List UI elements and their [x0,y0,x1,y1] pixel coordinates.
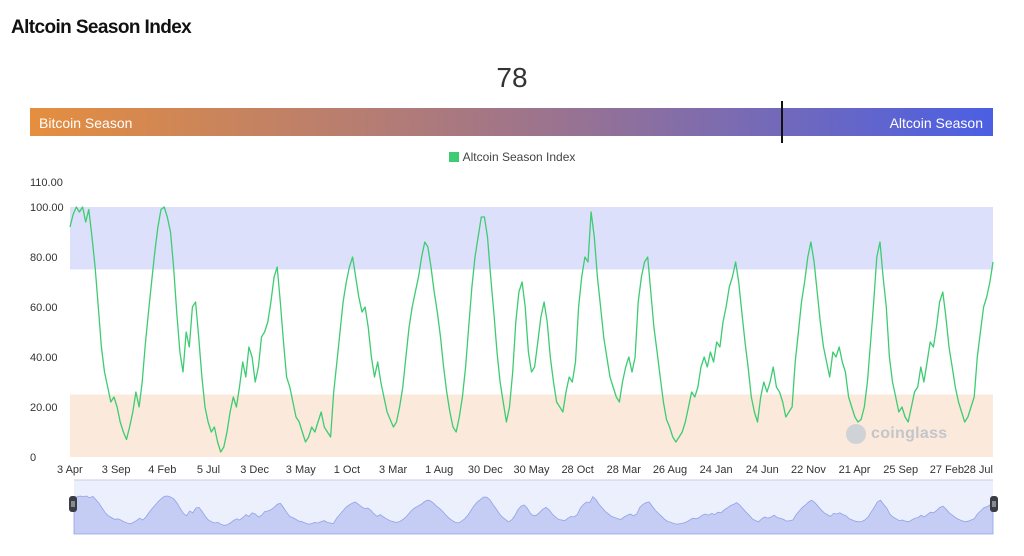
x-tick-label: 1 Oct [334,464,360,476]
y-tick-label: 110.00 [30,177,63,189]
index-position-marker [781,101,783,143]
y-tick-label: 40.00 [30,352,58,364]
x-tick-label: 24 Jan [700,464,733,476]
page-title: Altcoin Season Index [11,17,192,38]
navigator-right-handle[interactable] [990,496,998,512]
navigator-series-area [73,495,994,535]
x-tick-label: 28 Oct [561,464,593,476]
zone-band-0 [70,207,993,270]
x-tick-label: 28 Jul [964,464,993,476]
y-tick-label: 80.00 [30,252,58,264]
y-tick-label: 100.00 [30,202,64,214]
coinglass-logo-icon [846,424,866,444]
line-chart[interactable]: 110.00 100.00 80.00 60.00 40.00 20.00 0 3 Apr 3 … [0,170,1024,476]
altcoin-index-line [69,206,994,453]
navigator-left-handle[interactable] [69,496,77,512]
y-tick-label: 60.00 [30,302,58,314]
x-tick-label: 3 Sep [102,464,131,476]
x-tick-label: 4 Feb [148,464,176,476]
x-tick-label: 24 Jun [746,464,779,476]
x-tick-label: 3 Dec [240,464,269,476]
bitcoin-season-label: Bitcoin Season [39,115,133,131]
x-tick-label: 1 Aug [425,464,453,476]
watermark: coinglass [871,425,948,442]
x-tick-label: 30 Dec [468,464,503,476]
x-tick-label: 27 Feb [930,464,964,476]
x-tick-label: 30 May [513,464,550,476]
x-tick-label: 26 Aug [653,464,687,476]
range-navigator[interactable] [0,476,1024,538]
chart-legend[interactable]: Altcoin Season Index [0,150,1024,164]
y-tick-label: 0 [30,452,36,464]
y-tick-label: 20.00 [30,402,58,414]
x-tick-label: 3 Apr [57,464,83,476]
legend-swatch [448,152,459,162]
legend-label: Altcoin Season Index [462,150,576,164]
season-gradient-bar: Bitcoin Season Altcoin Season [30,108,993,136]
x-tick-label: 3 May [286,464,316,476]
index-value: 78 [496,62,528,93]
x-tick-label: 22 Nov [791,464,826,476]
x-tick-label: 25 Sep [883,464,918,476]
x-tick-label: 21 Apr [839,464,871,476]
x-tick-label: 28 Mar [607,464,642,476]
x-tick-label: 3 Mar [379,464,407,476]
altcoin-season-label: Altcoin Season [889,115,983,131]
x-tick-label: 5 Jul [197,464,220,476]
